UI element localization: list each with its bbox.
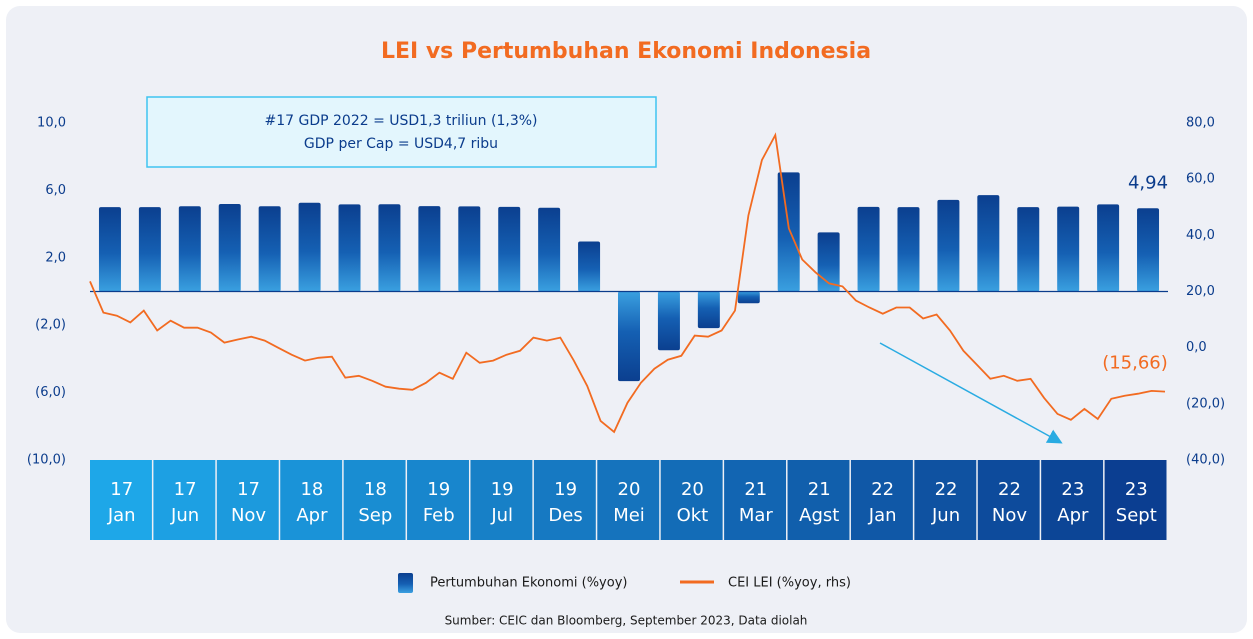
y-tick-label: (10,0) [27,453,66,468]
category-cell [724,460,787,540]
line [89,132,1166,434]
x-tick-label: 23 Apr [1057,479,1089,526]
category-cell [90,460,152,540]
source: Sumber: CEIC dan Bloomberg, September 20… [445,614,808,628]
category-cell [977,460,1040,540]
y2-tick-label: 80,0 [1186,116,1215,131]
x-tick-label: 17 Jun [170,479,199,526]
annotation: #17 GDP 2022 = USD1,3 triliun (1,3%) [264,113,537,129]
category-cell [1041,460,1104,540]
bar [338,204,361,292]
bar [498,206,521,292]
category-cell [597,460,660,540]
bar [817,232,840,292]
category-cell [660,460,723,540]
bar [258,206,281,292]
bar [937,199,960,292]
category-cell [407,460,469,540]
x-tick-label: 19 Jul [490,479,513,526]
y2-tick-label: 60,0 [1186,172,1215,187]
category-cell [343,460,406,540]
bar [578,241,601,292]
bar [218,204,241,292]
category-cell [914,460,977,540]
bar [737,291,760,304]
category-cell [850,460,913,540]
x-tick-label: 20 Mei [613,479,645,526]
category-cell [533,460,596,540]
x-tick-label: 21 Agst [799,479,839,526]
category-cell [216,460,279,540]
y2-tick-label: 0,0 [1186,340,1207,355]
x-tick-label: 19 Feb [423,479,455,526]
bar [178,206,201,292]
x-tick-label: 22 Jun [931,479,960,526]
x-tick-label: 21 Mar [739,479,774,526]
legend-label: Pertumbuhan Ekonomi (%yoy) [430,576,627,591]
category-cell [153,460,216,540]
x-tick-label: 17 Jan [107,479,136,526]
y-tick-label: 2,0 [45,250,66,265]
y-tick-label: 6,0 [45,183,66,198]
bar [458,206,481,292]
x-tick-label: 23 Sept [1116,479,1157,526]
data-label: 4,94 [1128,172,1168,193]
chart-title: LEI vs Pertumbuhan Ekonomi Indonesia [381,39,871,64]
legend-label: CEI LEI (%yoy, rhs) [728,576,851,591]
bar [98,207,121,292]
bar [138,207,161,292]
x-tick-label: 20 Okt [677,479,709,526]
bar [378,204,401,292]
y2-tick-label: (40,0) [1186,453,1225,468]
bar [1097,204,1120,292]
trend-arrow [879,342,1063,444]
category-cell [470,460,533,540]
x-tick-label: 22 Nov [992,479,1027,526]
bar [777,172,800,292]
y-tick-label: (6,0) [35,385,66,400]
y-tick-label: (2,0) [35,318,66,333]
info-box [146,96,657,168]
bar [697,291,720,329]
data-label: (15,66) [1102,353,1168,374]
category-cell [280,460,343,540]
bar [657,291,680,351]
bar [857,206,880,292]
x-tick-label: 18 Apr [296,479,328,526]
y2-tick-label: 20,0 [1186,284,1215,299]
x-tick-label: 19 Des [548,479,582,526]
x-tick-label: 18 Sep [358,479,392,526]
bar [618,291,640,382]
y2-tick-label: 40,0 [1186,228,1215,243]
category-cell [787,460,850,540]
bar [418,206,441,292]
category-cell [1104,460,1167,540]
bar [1057,206,1080,292]
bar [897,207,920,292]
y2-tick-label: (20,0) [1186,396,1225,411]
y-tick-label: 10,0 [37,116,66,131]
bar [538,207,561,292]
x-tick-label: 22 Jan [868,479,897,526]
annotation: GDP per Cap = USD4,7 ribu [304,136,498,152]
bar [1137,208,1160,292]
legend-swatch [398,573,413,593]
x-tick-label: 17 Nov [231,479,266,526]
bar [977,195,1000,292]
bar [298,202,321,292]
bar [1017,207,1040,292]
